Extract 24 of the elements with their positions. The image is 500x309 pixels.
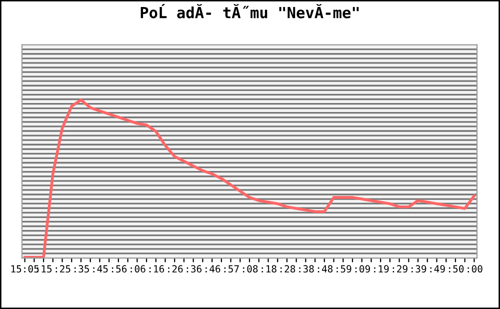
x-tick-label: :57 xyxy=(224,265,239,273)
x-tick-label: :35 xyxy=(74,265,89,273)
x-tick-label: :18 xyxy=(262,265,276,273)
x-tick-label: :26 xyxy=(168,265,183,273)
x-tick-label: :00 xyxy=(468,265,482,273)
x-tick-label: :25 xyxy=(56,265,70,273)
x-tick-label: :29 xyxy=(392,265,408,273)
x-tick-label: :59 xyxy=(336,265,352,273)
x-tick-label: :16 xyxy=(149,265,164,273)
x-tick-label: :48 xyxy=(318,265,333,273)
x-tick-label: :49 xyxy=(430,265,445,273)
x-tick-label: :36 xyxy=(186,265,202,273)
x-tick-label: :19 xyxy=(374,265,389,273)
x-tick-label: :50 xyxy=(449,265,464,273)
x-tick-label: :09 xyxy=(355,265,370,273)
x-tick-label: :46 xyxy=(206,265,220,273)
x-tick-label: :56 xyxy=(112,265,127,273)
x-tick-label: :28 xyxy=(280,265,296,273)
x-tick-label: :45 xyxy=(93,265,108,273)
x-tick-label: :08 xyxy=(243,265,258,273)
x-tick-label: :06 xyxy=(130,265,146,273)
chart-title: PoĹ adĂ- tĂ˝mu "NevĂ-me" xyxy=(140,4,359,18)
x-tick-label: :39 xyxy=(412,265,426,273)
x-tick-label: :38 xyxy=(299,265,314,273)
